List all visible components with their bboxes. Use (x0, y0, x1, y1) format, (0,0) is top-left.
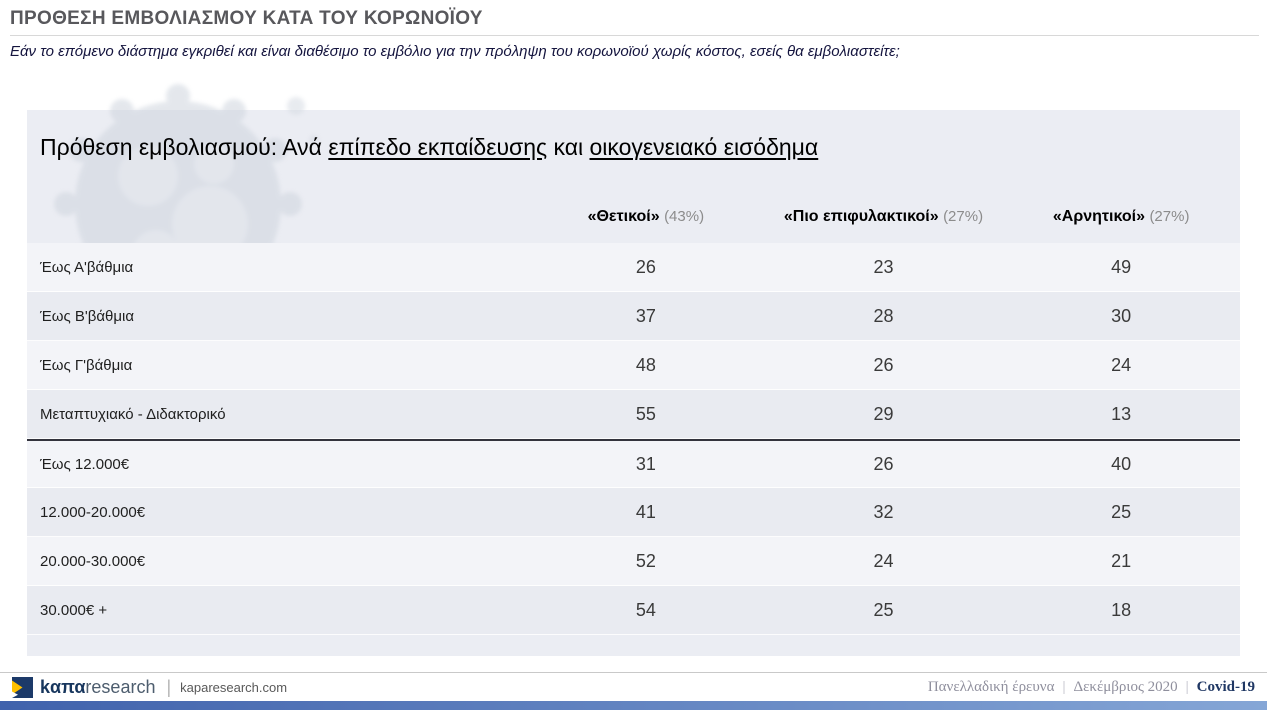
cell-value: 24 (1111, 354, 1132, 375)
table-row: Έως Γ'βάθμια 48 26 24 (27, 341, 1240, 390)
cell-value: 21 (1111, 550, 1132, 571)
cell-value: 25 (1111, 501, 1132, 522)
row-label: Έως 12.000€ (40, 455, 130, 473)
title-rule: ΠΡΟΘΕΣΗ ΕΜΒΟΛΙΑΣΜΟΥ ΚΑΤΑ ΤΟΥ ΚΟΡΩΝΟΪΟΥ (10, 0, 1259, 36)
column-share: (27%) (1149, 208, 1190, 225)
brand-block: kαπαresearch | kaparesearch.com (12, 676, 288, 698)
row-label: 20.000-30.000€ (40, 552, 146, 570)
cell-value: 52 (635, 550, 656, 571)
cell-value: 48 (635, 354, 656, 375)
cell-value: 30 (1111, 305, 1132, 326)
column-header-positive: «Θετικοί» (43%) (527, 208, 765, 226)
cell-value: 26 (873, 453, 894, 474)
table-header-row: «Θετικοί» (43%) «Πιο επιφυλακτικοί» (27%… (27, 191, 1240, 243)
table-row: Έως Β'βάθμια 37 28 30 (27, 292, 1240, 341)
covid-19-tag: Covid-19 (1196, 678, 1255, 695)
heading-middle: και (547, 134, 590, 160)
cell-value: 25 (873, 599, 894, 620)
cell-value: 13 (1111, 403, 1132, 424)
heading-underlined-income: οικογενειακό εισόδημα (589, 134, 819, 160)
heading-underlined-education: επίπεδο εκπαίδευσης (328, 134, 548, 160)
cell-value: 31 (635, 453, 656, 474)
survey-separator: | (1062, 678, 1066, 695)
cell-value: 41 (635, 501, 656, 522)
cell-value: 26 (873, 354, 894, 375)
row-label: 12.000-20.000€ (40, 503, 146, 521)
cell-value: 26 (635, 256, 656, 277)
bottom-accent-bar (0, 701, 1267, 710)
website-text: kaparesearch.com (180, 679, 288, 695)
slide-header: ΠΡΟΘΕΣΗ ΕΜΒΟΛΙΑΣΜΟΥ ΚΑΤΑ ΤΟΥ ΚΟΡΩΝΟΪΟΥ Ε… (0, 0, 1267, 60)
cell-value: 18 (1111, 599, 1132, 620)
column-header-negative: «Αρνητικοί» (27%) (1002, 208, 1240, 226)
cell-value: 54 (635, 599, 656, 620)
cell-value: 49 (1111, 256, 1132, 277)
panel-heading: Πρόθεση εμβολιασμού: Ανά επίπεδο εκπαίδε… (40, 134, 1240, 161)
row-label: Έως Α'βάθμια (40, 258, 134, 276)
table-row: Έως Α'βάθμια 26 23 49 (27, 243, 1240, 292)
kapa-research-logo-icon (12, 676, 33, 698)
cell-value: 23 (873, 256, 894, 277)
table-row: 30.000€ + 54 25 18 (27, 586, 1240, 635)
footer: kαπαresearch | kaparesearch.com Πανελλαδ… (0, 672, 1267, 701)
page-title: ΠΡΟΘΕΣΗ ΕΜΒΟΛΙΑΣΜΟΥ ΚΑΤΑ ΤΟΥ ΚΟΡΩΝΟΪΟΥ (10, 8, 483, 29)
survey-info: Πανελλαδική έρευνα | Δεκέμβριος 2020 | C… (928, 679, 1255, 696)
cell-value: 28 (873, 305, 894, 326)
page-subtitle: Εάν το επόμενο διάστημα εγκριθεί και είν… (10, 43, 900, 60)
brand-name-light: research (85, 676, 156, 697)
cell-value: 32 (873, 501, 894, 522)
brand-name-bold: kαπα (40, 676, 86, 697)
table-row-income-section-start: Έως 12.000€ 31 26 40 (27, 439, 1240, 488)
column-share: (27%) (943, 208, 984, 225)
column-label: «Θετικοί» (587, 208, 660, 225)
survey-date: Δεκέμβριος 2020 (1073, 678, 1178, 695)
heading-prefix: Πρόθεση εμβολιασμού: Ανά (40, 134, 329, 160)
cell-value: 40 (1111, 453, 1132, 474)
results-panel: Πρόθεση εμβολιασμού: Ανά επίπεδο εκπαίδε… (27, 110, 1240, 656)
cell-value: 24 (873, 550, 894, 571)
table-row: Μεταπτυχιακό - Διδακτορικό 55 29 13 (27, 390, 1240, 439)
results-panel-content: Πρόθεση εμβολιασμού: Ανά επίπεδο εκπαίδε… (27, 110, 1240, 656)
footer-divider: | (166, 676, 172, 697)
cell-value: 55 (635, 403, 656, 424)
survey-separator: | (1185, 678, 1189, 695)
survey-name: Πανελλαδική έρευνα (927, 678, 1055, 695)
row-label: Έως Β'βάθμια (40, 307, 135, 325)
brand-name: kαπαresearch (40, 677, 155, 698)
table-row: 12.000-20.000€ 41 32 25 (27, 488, 1240, 537)
row-label: 30.000€ + (40, 601, 108, 619)
table-row: 20.000-30.000€ 52 24 21 (27, 537, 1240, 586)
column-label: «Πιο επιφυλακτικοί» (783, 208, 939, 225)
row-label: Μεταπτυχιακό - Διδακτορικό (40, 405, 226, 423)
cell-value: 37 (635, 305, 656, 326)
cell-value: 29 (873, 403, 894, 424)
results-table: «Θετικοί» (43%) «Πιο επιφυλακτικοί» (27%… (27, 191, 1240, 635)
column-label: «Αρνητικοί» (1052, 208, 1145, 225)
column-header-cautious: «Πιο επιφυλακτικοί» (27%) (765, 208, 1003, 226)
row-label: Έως Γ'βάθμια (40, 356, 133, 374)
column-share: (43%) (664, 208, 705, 225)
